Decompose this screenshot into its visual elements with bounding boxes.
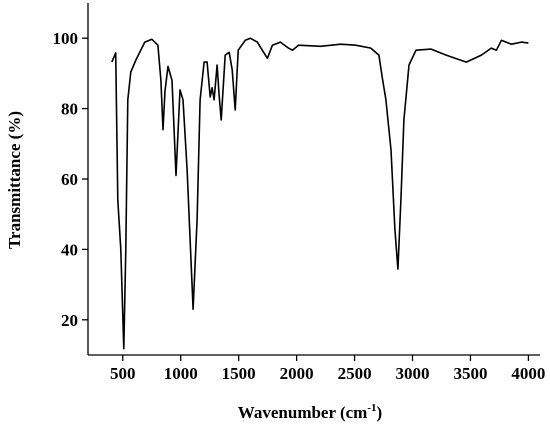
x-tick-label: 1000 bbox=[164, 364, 198, 383]
x-tick-label: 500 bbox=[110, 364, 136, 383]
y-axis-label: Transmittance (%) bbox=[5, 111, 24, 249]
x-tick-label: 2500 bbox=[338, 364, 372, 383]
y-tick-label: 20 bbox=[61, 311, 78, 330]
y-tick-label: 40 bbox=[61, 240, 78, 259]
x-label-text: Wavenumber (cm bbox=[238, 403, 368, 422]
x-tick-label: 2000 bbox=[280, 364, 314, 383]
y-tick-label: 100 bbox=[53, 29, 79, 48]
x-label-end: ) bbox=[377, 403, 383, 422]
x-axis-label: Wavenumber (cm-1) bbox=[238, 402, 382, 422]
y-tick-label: 80 bbox=[61, 100, 78, 119]
x-label-sup: -1 bbox=[367, 402, 376, 414]
x-tick-label: 3500 bbox=[453, 364, 487, 383]
x-tick-label: 3000 bbox=[396, 364, 430, 383]
spectrum-line bbox=[111, 37, 529, 350]
y-tick-label: 60 bbox=[61, 170, 78, 189]
x-tick-label: 4000 bbox=[511, 364, 545, 383]
x-tick-label: 1500 bbox=[222, 364, 256, 383]
